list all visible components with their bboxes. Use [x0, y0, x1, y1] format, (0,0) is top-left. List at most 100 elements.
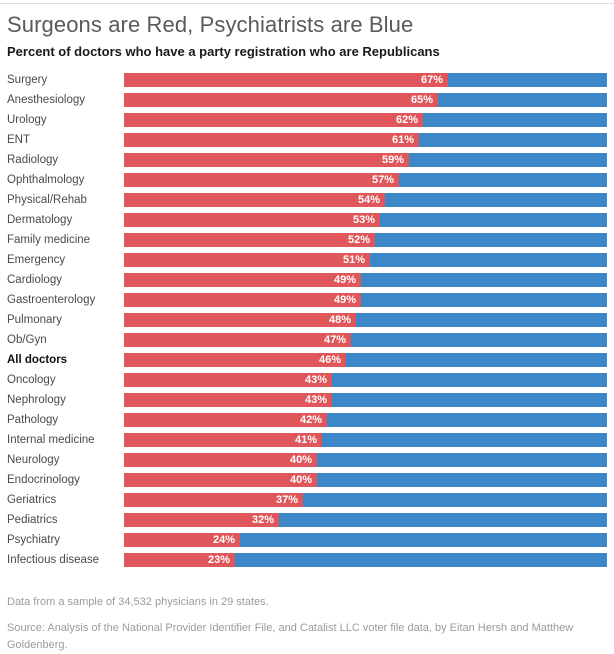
bar-fill-republican [124, 113, 423, 127]
bar-row: Oncology 43% [0, 370, 614, 390]
bar-fill-republican [124, 93, 438, 107]
bar-fill-republican [124, 473, 317, 487]
chart-subtitle: Percent of doctors who have a party regi… [7, 44, 440, 59]
bar-row-label: Oncology [7, 374, 56, 386]
bar-value-label: 53% [352, 214, 375, 226]
bar-value-label: 43% [304, 374, 327, 386]
bar-row: Gastroenterology 49% [0, 290, 614, 310]
bar-chart-plot: Surgery 67% Anesthesiology 65% Urology 62% ENT… [0, 70, 614, 580]
bar-fill-republican [124, 453, 317, 467]
bar-value-label: 43% [304, 394, 327, 406]
bar-row-label: Emergency [7, 254, 66, 266]
bar-value-label: 54% [357, 194, 380, 206]
bar-value-label: 61% [391, 134, 414, 146]
bar-track-democrat: 40% [124, 453, 607, 467]
bar-fill-republican [124, 133, 419, 147]
bar-fill-republican [124, 213, 380, 227]
bar-fill-republican [124, 353, 346, 367]
bar-value-label: 42% [299, 414, 322, 426]
bar-track-democrat: 49% [124, 273, 607, 287]
bar-row-label: Ob/Gyn [7, 334, 47, 346]
bar-row-label: Infectious disease [7, 554, 100, 566]
bar-track-democrat: 54% [124, 193, 607, 207]
bar-fill-republican [124, 233, 375, 247]
bar-row: Ophthalmology 57% [0, 170, 614, 190]
bar-row: Psychiatry 24% [0, 530, 614, 550]
bar-row-label: Geriatrics [7, 494, 57, 506]
bar-track-democrat: 61% [124, 133, 607, 147]
bar-track-democrat: 65% [124, 93, 607, 107]
bar-row: All doctors 46% [0, 350, 614, 370]
bar-row: Nephrology 43% [0, 390, 614, 410]
bar-row-label: All doctors [7, 354, 68, 366]
bar-row: Radiology 59% [0, 150, 614, 170]
bar-row: Neurology 40% [0, 450, 614, 470]
bar-row-label: Nephrology [7, 394, 66, 406]
bar-fill-republican [124, 433, 322, 447]
footnote-sample: Data from a sample of 34,532 physicians … [7, 596, 269, 608]
bar-fill-republican [124, 293, 361, 307]
bar-row: Pediatrics 32% [0, 510, 614, 530]
bar-fill-republican [124, 493, 303, 507]
bar-track-democrat: 62% [124, 113, 607, 127]
bar-track-democrat: 52% [124, 233, 607, 247]
bar-row-label: Dermatology [7, 214, 73, 226]
bar-track-democrat: 40% [124, 473, 607, 487]
bar-row: Ob/Gyn 47% [0, 330, 614, 350]
bar-fill-republican [124, 153, 409, 167]
bar-value-label: 49% [333, 274, 356, 286]
bar-row: Emergency 51% [0, 250, 614, 270]
bar-track-democrat: 67% [124, 73, 607, 87]
bar-row-label: Endocrinology [7, 474, 80, 486]
bar-track-democrat: 43% [124, 373, 607, 387]
bar-value-label: 24% [212, 534, 235, 546]
bar-value-label: 51% [342, 254, 365, 266]
bar-track-democrat: 41% [124, 433, 607, 447]
bar-row: Pathology 42% [0, 410, 614, 430]
bar-row-label: Pathology [7, 414, 59, 426]
bar-value-label: 23% [207, 554, 230, 566]
bar-row: ENT 61% [0, 130, 614, 150]
bar-fill-republican [124, 73, 448, 87]
bar-value-label: 57% [371, 174, 394, 186]
bar-value-label: 41% [294, 434, 317, 446]
bar-row-label: Radiology [7, 154, 59, 166]
bar-value-label: 67% [420, 74, 443, 86]
bar-row-label: Cardiology [7, 274, 62, 286]
bar-row: Family medicine 52% [0, 230, 614, 250]
bar-track-democrat: 32% [124, 513, 607, 527]
bar-row-label: Physical/Rehab [7, 194, 87, 206]
bar-row: Anesthesiology 65% [0, 90, 614, 110]
bar-value-label: 59% [381, 154, 404, 166]
bar-row: Endocrinology 40% [0, 470, 614, 490]
bar-row-label: Internal medicine [7, 434, 95, 446]
bar-fill-republican [124, 313, 356, 327]
bar-value-label: 62% [395, 114, 418, 126]
bar-value-label: 52% [347, 234, 370, 246]
bar-row: Internal medicine 41% [0, 430, 614, 450]
bar-track-democrat: 59% [124, 153, 607, 167]
page-title: Surgeons are Red, Psychiatrists are Blue [7, 12, 414, 37]
bar-track-democrat: 46% [124, 353, 607, 367]
bar-row: Infectious disease 23% [0, 550, 614, 570]
bar-track-democrat: 51% [124, 253, 607, 267]
bar-fill-republican [124, 413, 327, 427]
bar-value-label: 47% [323, 334, 346, 346]
bar-track-democrat: 49% [124, 293, 607, 307]
bar-value-label: 32% [251, 514, 274, 526]
bar-fill-republican [124, 253, 370, 267]
bar-fill-republican [124, 173, 399, 187]
bar-row-label: Anesthesiology [7, 94, 85, 106]
bar-row: Dermatology 53% [0, 210, 614, 230]
footnote-source: Source: Analysis of the National Provide… [7, 622, 574, 651]
bar-row: Pulmonary 48% [0, 310, 614, 330]
bar-row-label: Ophthalmology [7, 174, 85, 186]
bar-track-democrat: 23% [124, 553, 607, 567]
bar-track-democrat: 47% [124, 333, 607, 347]
bar-row-label: ENT [7, 134, 30, 146]
bar-fill-republican [124, 393, 332, 407]
bar-fill-republican [124, 333, 351, 347]
bar-track-democrat: 48% [124, 313, 607, 327]
bar-value-label: 48% [328, 314, 351, 326]
